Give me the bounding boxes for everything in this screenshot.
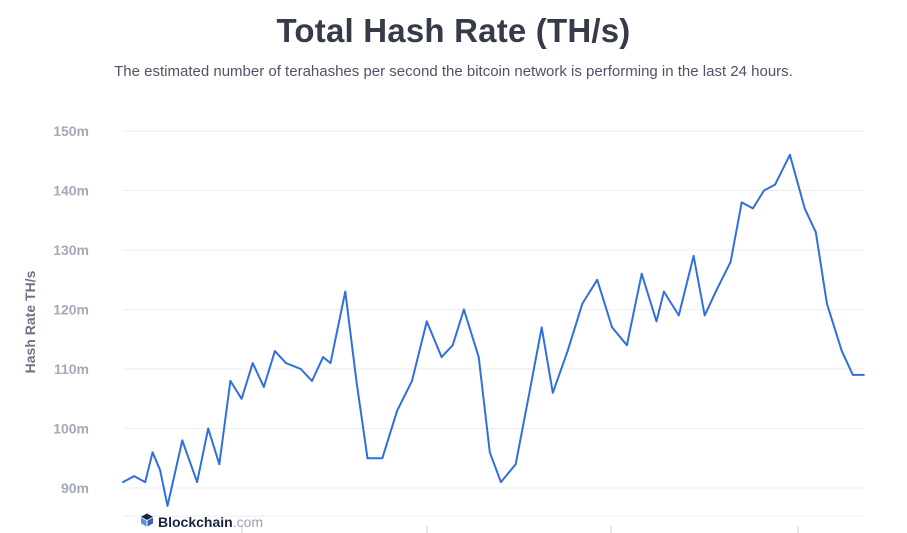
chart-title: Total Hash Rate (TH/s): [276, 12, 631, 49]
data-point: [814, 231, 817, 234]
y-axis-label: Hash Rate TH/s: [22, 270, 38, 373]
data-point: [840, 350, 843, 352]
data-point: [611, 326, 613, 329]
data-point: [551, 391, 554, 394]
data-point: [789, 153, 791, 156]
data-point: [262, 386, 265, 388]
data-point: [663, 290, 665, 293]
data-point: [218, 463, 221, 466]
y-tick-label: 130m: [53, 242, 89, 258]
y-axis-ticks: 90m 100m 110m 120m 130m 140m 150m: [53, 123, 89, 496]
data-point: [640, 272, 643, 275]
data-point: [863, 374, 865, 376]
data-point: [514, 463, 517, 466]
data-point: [322, 356, 324, 358]
brand-watermark: Blockchain .com: [140, 513, 263, 530]
y-tick-label: 110m: [54, 361, 89, 377]
data-point: [803, 207, 806, 210]
data-point: [852, 374, 854, 376]
grid-lines: [123, 130, 864, 517]
data-point: [329, 362, 332, 364]
data-point: [451, 344, 454, 347]
data-point: [463, 308, 465, 311]
data-point: [285, 362, 287, 364]
y-tick-label: 150m: [53, 123, 89, 139]
data-point: [500, 481, 502, 483]
data-point: [366, 457, 369, 460]
data-point: [729, 261, 732, 263]
data-point: [596, 278, 599, 281]
data-point: [381, 457, 384, 460]
data-point: [122, 481, 124, 483]
data-point: [581, 302, 584, 305]
data-point: [714, 290, 717, 293]
data-point: [826, 302, 828, 305]
blockchain-cube-icon: [140, 513, 154, 530]
data-point: [740, 201, 743, 204]
data-point: [344, 290, 347, 293]
y-tick-label: 90m: [61, 480, 89, 496]
data-point: [299, 368, 302, 370]
data-point: [677, 314, 680, 317]
data-point: [655, 320, 658, 323]
data-point: [411, 380, 413, 382]
data-point: [440, 356, 443, 358]
brand-tld: .com: [232, 513, 264, 530]
y-tick-label: 140m: [53, 183, 89, 199]
data-point: [251, 362, 254, 364]
data-point: [703, 314, 706, 317]
data-point: [425, 320, 428, 323]
data-point: [477, 356, 480, 358]
data-point: [566, 350, 569, 352]
data-point: [207, 427, 210, 430]
chart-subtitle: The estimated number of terahashes per s…: [114, 63, 793, 80]
y-tick-label: 100m: [53, 421, 89, 437]
data-point: [763, 189, 765, 192]
series-group: [122, 153, 865, 507]
data-point: [229, 380, 232, 382]
data-point: [166, 505, 169, 507]
brand-name: Blockchain: [158, 513, 233, 530]
data-point: [240, 397, 243, 400]
data-point: [626, 344, 628, 347]
data-point: [752, 207, 754, 210]
data-point: [274, 350, 276, 352]
data-point: [133, 475, 136, 477]
data-point: [488, 451, 491, 454]
data-point: [692, 255, 695, 257]
y-tick-label: 120m: [53, 302, 89, 318]
data-point: [355, 380, 358, 382]
data-point: [311, 380, 313, 382]
data-point: [151, 451, 154, 454]
data-point: [159, 469, 162, 471]
data-point: [144, 481, 147, 483]
data-point: [540, 326, 543, 329]
data-point: [181, 439, 184, 442]
data-point: [196, 481, 199, 483]
x-axis-ticks: [241, 526, 799, 533]
series-line: [122, 153, 864, 507]
data-point: [774, 183, 776, 186]
data-point: [396, 409, 399, 412]
data-point: [529, 386, 532, 388]
